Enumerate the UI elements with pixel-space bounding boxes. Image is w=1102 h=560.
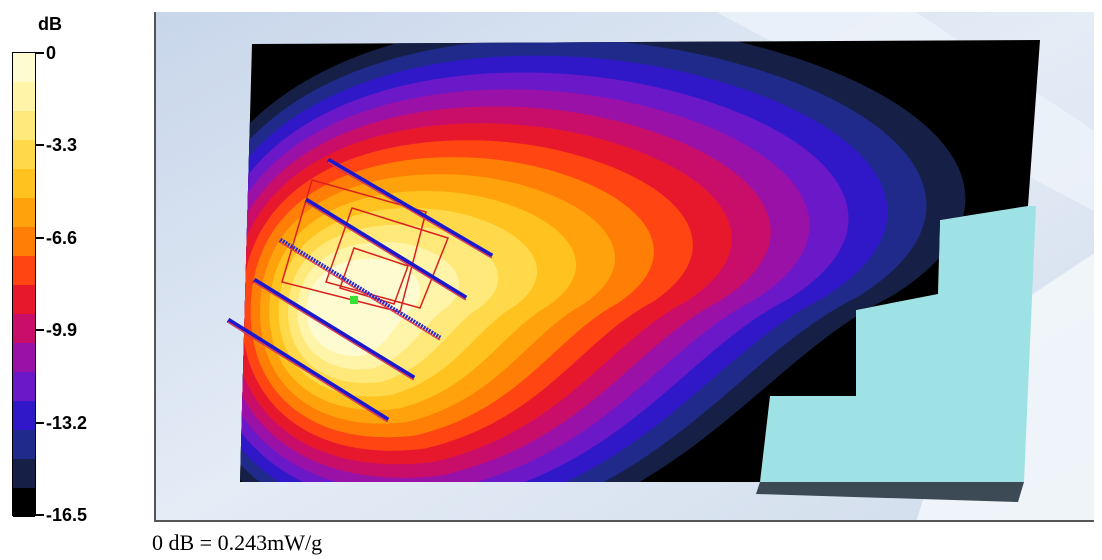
dipole-element — [252, 277, 416, 381]
colorbar-tick-label: -3.3 — [46, 135, 78, 156]
colorbar-tick-label: -13.2 — [46, 412, 88, 433]
dipole-edge — [305, 201, 467, 301]
sar-plot-area — [154, 12, 1094, 522]
colorbar-band — [13, 198, 35, 227]
colorbar-tick-label: -9.9 — [46, 320, 78, 341]
colorbar-tick-label: 0 — [46, 43, 57, 63]
dipole-edge — [227, 321, 389, 423]
colorbar-band — [13, 488, 35, 517]
colorbar-tick — [36, 514, 44, 516]
phantom-block-edge — [756, 482, 1024, 502]
colorbar-band — [13, 343, 35, 372]
colorbar-band — [13, 401, 35, 430]
dipole-edge — [327, 161, 493, 259]
antenna-elements — [226, 157, 494, 423]
colorbar-band — [13, 111, 35, 140]
reference-footnote: 0 dB = 0.243mW/g — [152, 530, 323, 555]
dipole-element — [304, 197, 468, 301]
colorbar-tick-label: -16.5 — [46, 505, 88, 525]
peak-location-marker — [350, 296, 358, 304]
legend-unit-label: dB — [38, 14, 62, 34]
colorbar-band — [13, 459, 35, 488]
sar-distribution-map — [156, 12, 1094, 520]
colorbar-tick — [36, 329, 44, 332]
dipole-edge — [279, 241, 441, 341]
colorbar-band — [13, 82, 35, 111]
colorbar-band — [13, 227, 35, 256]
colorbar-tick-label: -6.6 — [46, 227, 78, 248]
colorbar-band — [13, 256, 35, 285]
colorbar-tick — [36, 144, 44, 147]
phantom-block-top — [760, 206, 1036, 482]
dipole-element — [226, 317, 390, 423]
colorbar-band — [13, 285, 35, 314]
colorbar-band — [13, 372, 35, 401]
dipole-element — [278, 237, 442, 341]
colorbar-tick — [36, 52, 44, 54]
colorbar-band — [13, 53, 35, 82]
colorbar-band — [13, 169, 35, 198]
colorbar-tick — [36, 236, 44, 239]
colorbar-tick — [36, 421, 44, 424]
sar-contours — [240, 40, 966, 482]
colorbar-band — [13, 314, 35, 343]
colorbar-band — [13, 430, 35, 459]
colorbar — [12, 52, 36, 517]
dipole-element — [326, 157, 494, 259]
dipole-edge — [253, 281, 415, 381]
colorbar-band — [13, 140, 35, 169]
